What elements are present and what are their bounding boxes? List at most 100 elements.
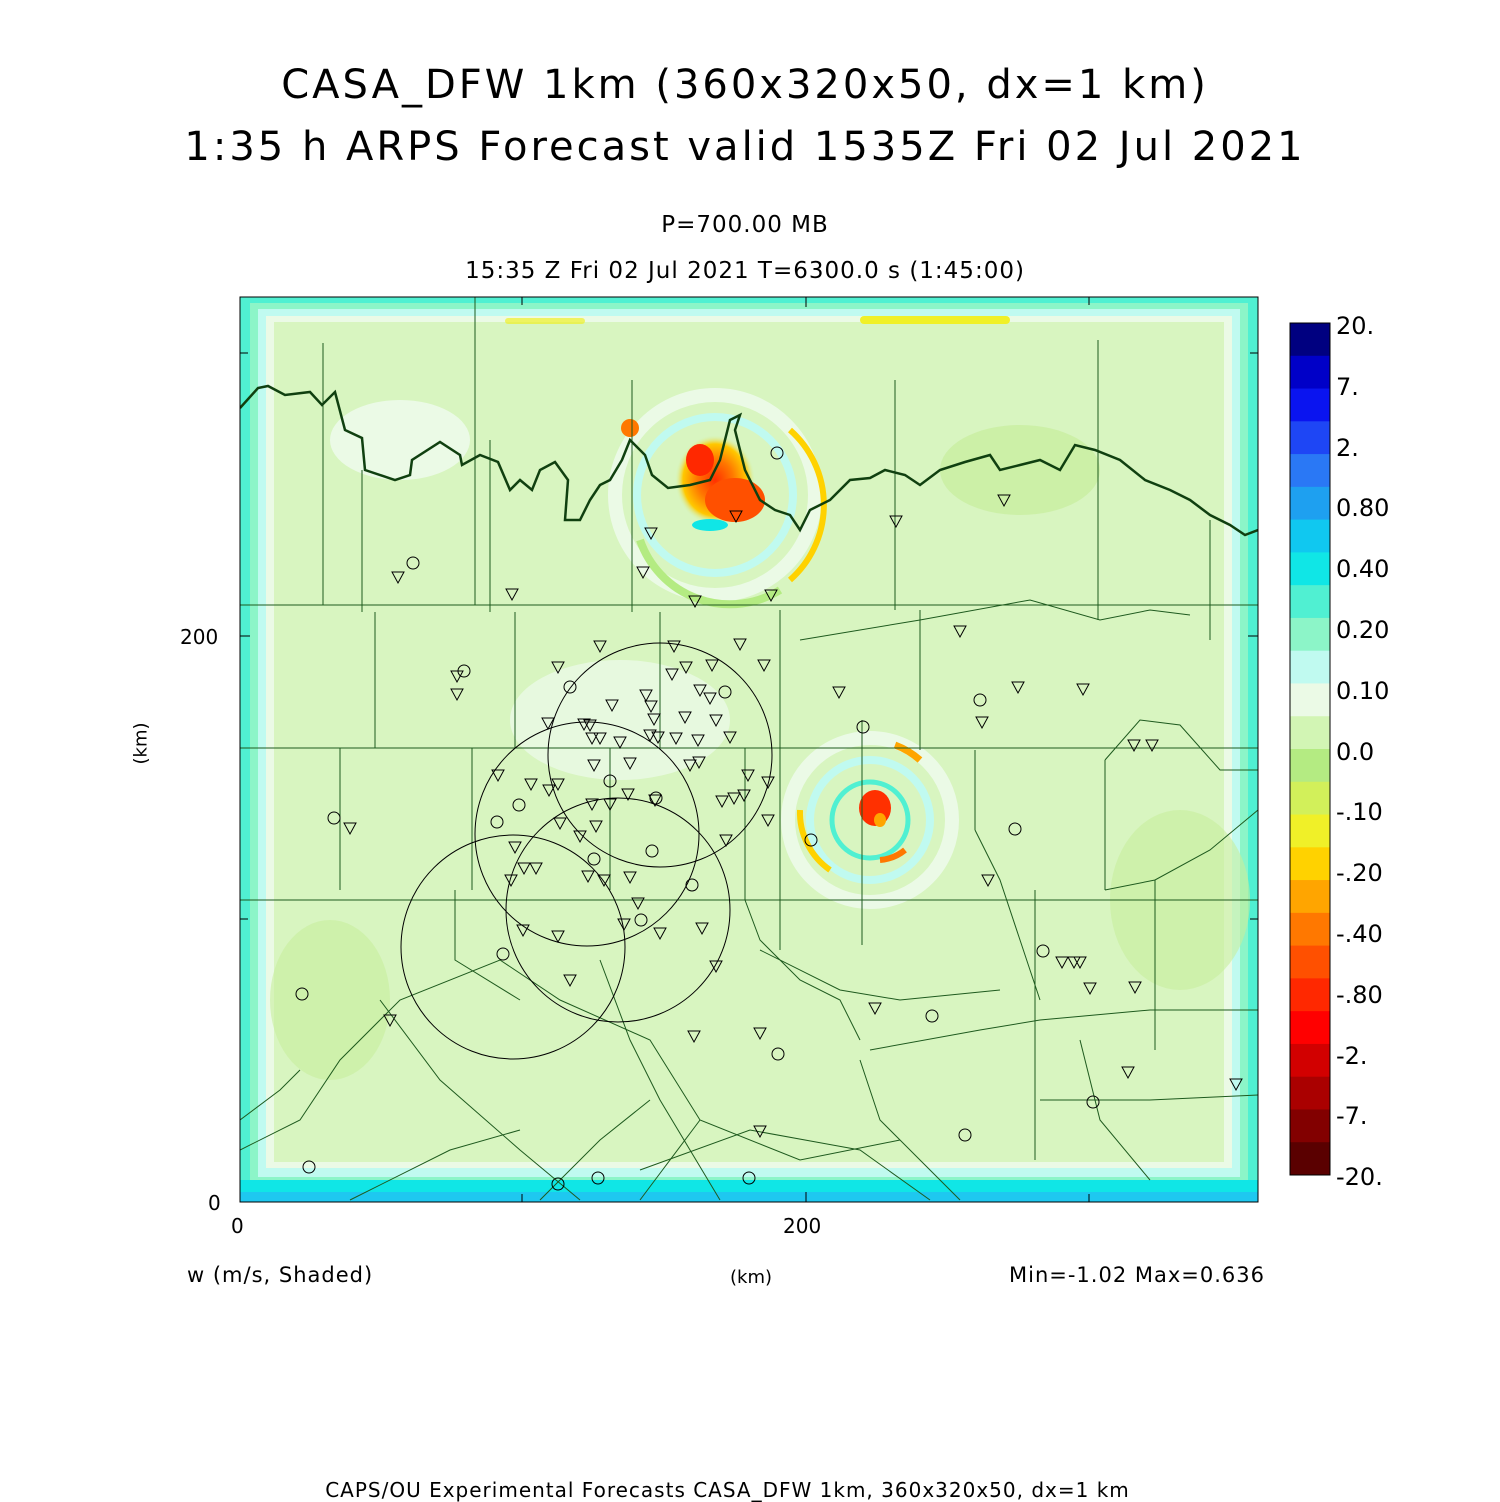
station-circle (490, 815, 504, 829)
x-tick-0: 0 (231, 1214, 244, 1238)
colorbar-swatch (1290, 388, 1330, 422)
station-circle (771, 1047, 785, 1061)
colorbar-swatch (1290, 650, 1330, 684)
station-triangle (623, 871, 637, 885)
station-triangle (723, 731, 737, 745)
station-triangle (719, 834, 733, 848)
station-triangle (623, 757, 637, 771)
station-triangle (975, 716, 989, 730)
colorbar-swatch (1290, 880, 1330, 914)
station-triangle (605, 699, 619, 713)
station-triangle (981, 874, 995, 888)
station-triangle (709, 714, 723, 728)
station-markers (295, 446, 1243, 1191)
colorbar-swatch (1290, 585, 1330, 619)
station-triangle (551, 930, 565, 944)
station-triangle (647, 713, 661, 727)
station-triangle (764, 589, 778, 603)
station-circle (645, 844, 659, 858)
colorbar-swatch (1290, 617, 1330, 652)
station-circle (1036, 944, 1050, 958)
station-circle (804, 833, 818, 847)
station-triangle (450, 688, 464, 702)
station-circle (587, 852, 601, 866)
station-triangle (617, 918, 631, 932)
station-triangle (1073, 956, 1087, 970)
station-triangle (551, 661, 565, 675)
station-circle (457, 664, 471, 678)
station-triangle (691, 734, 705, 748)
colorbar-swatch (1290, 781, 1330, 816)
station-circle (1008, 822, 1022, 836)
station-triangle (693, 684, 707, 698)
station-triangle (1083, 982, 1097, 996)
county-boundaries (240, 297, 1258, 1201)
colorbar-label: -.20 (1336, 859, 1383, 888)
footer-credit: CAPS/OU Experimental Forecasts CASA_DFW … (325, 1478, 1130, 1502)
station-triangle (1145, 739, 1159, 753)
station-triangle (692, 756, 706, 770)
plot-frame (239, 296, 1259, 1203)
station-circle (634, 913, 648, 927)
x-axis-label: (km) (730, 1267, 773, 1288)
colorbar (1289, 322, 1331, 1176)
station-triangle (761, 814, 775, 828)
station-triangle (504, 874, 518, 888)
station-triangle (563, 974, 577, 988)
station-triangle (651, 731, 665, 745)
station-circle (591, 1171, 605, 1185)
station-circle (512, 798, 526, 812)
colorbar-label: 0.10 (1336, 676, 1390, 705)
station-triangle (678, 711, 692, 725)
station-triangle (517, 862, 531, 876)
colorbar-label: -.80 (1336, 980, 1383, 1009)
station-circle (973, 693, 987, 707)
colorbar-label: -.10 (1336, 798, 1383, 827)
station-triangle (753, 1027, 767, 1041)
station-triangle (450, 670, 464, 684)
station-triangle (953, 625, 967, 639)
station-triangle (687, 1030, 701, 1044)
colorbar-swatch (1290, 945, 1330, 979)
colorbar-swatch (1290, 1011, 1330, 1045)
red-river-border (240, 384, 1258, 537)
station-triangle (516, 924, 530, 938)
station-circle (295, 987, 309, 1001)
station-circle (406, 556, 420, 570)
station-triangle (667, 640, 681, 654)
station-triangle (529, 862, 543, 876)
station-triangle (553, 817, 567, 831)
colorbar-swatch (1290, 683, 1330, 717)
station-circle (327, 811, 341, 825)
colorbar-swatch (1290, 421, 1330, 455)
station-triangle (585, 732, 599, 746)
pressure-level: P=700.00 MB (661, 212, 829, 238)
station-triangle (505, 588, 519, 602)
colorbar-swatch (1290, 355, 1330, 390)
station-circle (551, 1177, 565, 1191)
station-triangle (1121, 1066, 1135, 1080)
station-triangle (593, 640, 607, 654)
station-circle (563, 680, 577, 694)
station-triangle (727, 792, 741, 806)
station-triangle (644, 527, 658, 541)
station-triangle (491, 769, 505, 783)
station-triangle (1011, 681, 1025, 695)
station-triangle (695, 922, 709, 936)
station-triangle (997, 494, 1011, 508)
storm-south (781, 731, 959, 909)
y-tick-200: 200 (180, 625, 219, 649)
station-circle (1086, 1095, 1100, 1109)
station-triangle (631, 897, 645, 911)
colorbar-label: -7. (1336, 1102, 1368, 1131)
station-triangle (542, 784, 556, 798)
x-tick-200: 200 (783, 1214, 822, 1238)
station-triangle (1055, 956, 1069, 970)
station-triangle (343, 822, 357, 836)
colorbar-swatch (1290, 749, 1330, 783)
station-triangle (889, 515, 903, 529)
station-circle (685, 878, 699, 892)
station-triangle (665, 668, 679, 682)
station-triangle (581, 870, 595, 884)
